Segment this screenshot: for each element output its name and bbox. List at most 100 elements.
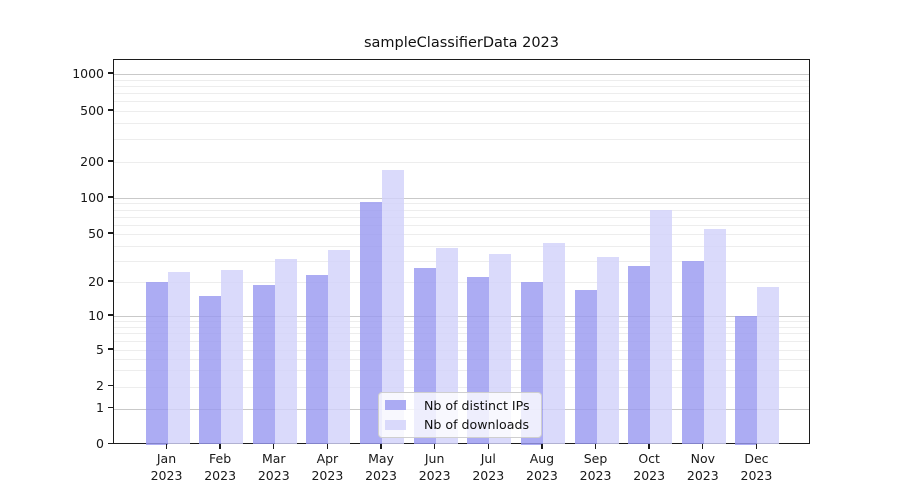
y-gridline-minor bbox=[114, 358, 809, 360]
x-tick-label: Apr 2023 bbox=[311, 451, 344, 483]
legend-item-downloads: Nb of downloads bbox=[385, 416, 535, 434]
x-tick-mark bbox=[273, 444, 275, 449]
legend-swatch-distinct-ips bbox=[385, 400, 406, 411]
y-tick-mark bbox=[108, 109, 113, 111]
y-gridline-minor bbox=[114, 386, 809, 388]
bar-downloads bbox=[328, 249, 351, 445]
y-tick-label: 1 bbox=[96, 400, 104, 416]
bar-downloads bbox=[167, 272, 190, 445]
y-gridline-minor bbox=[114, 139, 809, 141]
bar-downloads bbox=[542, 243, 565, 445]
y-gridline-minor bbox=[114, 101, 809, 103]
x-tick-mark bbox=[326, 444, 329, 449]
x-tick-mark bbox=[433, 444, 436, 449]
bar-distinct-ips bbox=[574, 289, 597, 445]
y-tick-mark bbox=[108, 407, 113, 409]
y-tick-mark bbox=[108, 196, 113, 198]
x-tick-mark bbox=[165, 444, 168, 449]
bar-downloads bbox=[382, 170, 405, 445]
x-tick-mark bbox=[219, 444, 221, 449]
y-gridline-minor bbox=[114, 224, 809, 226]
x-tick-mark bbox=[594, 444, 597, 449]
x-tick-label: Sep 2023 bbox=[579, 451, 612, 483]
bar-distinct-ips bbox=[735, 316, 758, 445]
y-tick-mark bbox=[108, 232, 113, 234]
y-tick-label: 5 bbox=[96, 341, 104, 357]
y-gridline-minor bbox=[114, 282, 809, 283]
y-tick-mark bbox=[108, 385, 113, 387]
x-tick-label: Oct 2023 bbox=[633, 451, 666, 483]
y-gridline-minor bbox=[114, 93, 809, 95]
y-gridline-minor bbox=[114, 326, 809, 328]
y-tick-label: 1000 bbox=[72, 65, 104, 81]
y-tick-mark bbox=[108, 348, 113, 350]
y-gridline-minor bbox=[114, 333, 809, 335]
y-tick-mark bbox=[108, 280, 113, 282]
bar-downloads bbox=[757, 287, 780, 445]
x-tick-mark bbox=[487, 444, 489, 449]
y-gridline-minor bbox=[114, 260, 809, 262]
bar-downloads bbox=[703, 229, 726, 445]
x-tick-mark bbox=[755, 444, 758, 449]
y-gridline-major bbox=[114, 74, 809, 75]
y-tick-label: 20 bbox=[88, 273, 104, 289]
y-tick-mark bbox=[108, 442, 113, 445]
legend-item-distinct-ips: Nb of distinct IPs bbox=[385, 396, 535, 414]
legend-label-distinct-ips: Nb of distinct IPs bbox=[424, 397, 530, 413]
x-tick-label: Aug 2023 bbox=[526, 451, 558, 483]
x-tick-label: Jul 2023 bbox=[472, 451, 505, 483]
bar-distinct-ips bbox=[199, 296, 222, 445]
plot-area bbox=[113, 59, 810, 445]
y-tick-label: 50 bbox=[88, 225, 104, 241]
y-tick-mark bbox=[108, 160, 113, 162]
bar-distinct-ips bbox=[145, 282, 168, 445]
x-tick-mark bbox=[541, 444, 543, 449]
y-gridline-minor bbox=[114, 321, 809, 323]
y-gridline-minor bbox=[114, 341, 809, 343]
y-tick-label: 100 bbox=[80, 189, 104, 205]
x-tick-label: Jun 2023 bbox=[418, 451, 451, 483]
x-tick-label: Dec 2023 bbox=[740, 451, 773, 483]
x-tick-mark bbox=[648, 444, 650, 449]
y-tick-label: 10 bbox=[88, 307, 104, 323]
y-gridline-minor bbox=[114, 79, 809, 81]
bar-downloads bbox=[274, 259, 297, 445]
x-tick-label: Feb 2023 bbox=[204, 451, 237, 483]
y-tick-mark bbox=[108, 72, 113, 74]
y-gridline-minor bbox=[114, 85, 809, 87]
bar-downloads bbox=[596, 257, 619, 445]
y-gridline-minor bbox=[114, 203, 809, 205]
y-gridline-minor bbox=[114, 162, 809, 163]
x-tick-label: Jan 2023 bbox=[150, 451, 183, 483]
bar-distinct-ips bbox=[252, 284, 275, 445]
x-tick-label: Mar 2023 bbox=[257, 451, 290, 483]
y-gridline-minor bbox=[114, 245, 809, 247]
legend: Nb of distinct IPs Nb of downloads bbox=[378, 392, 542, 438]
y-gridline-major bbox=[114, 198, 809, 199]
y-gridline-minor bbox=[114, 216, 809, 218]
y-tick-label: 200 bbox=[80, 153, 104, 169]
y-gridline-minor bbox=[114, 111, 809, 112]
legend-swatch-downloads bbox=[385, 419, 406, 430]
y-gridline-minor bbox=[114, 350, 809, 351]
y-gridline-minor bbox=[114, 370, 809, 372]
chart-title: sampleClassifierData 2023 bbox=[363, 35, 560, 51]
y-tick-label: 2 bbox=[96, 378, 104, 394]
bar-distinct-ips bbox=[306, 274, 329, 445]
bar-downloads bbox=[221, 270, 244, 445]
bar-distinct-ips bbox=[681, 260, 704, 445]
y-tick-label: 500 bbox=[80, 102, 104, 118]
x-tick-label: Nov 2023 bbox=[686, 451, 719, 483]
y-tick-label: 0 bbox=[96, 436, 104, 451]
y-gridline-minor bbox=[114, 234, 809, 235]
y-gridline-minor bbox=[114, 209, 809, 211]
bar-distinct-ips bbox=[360, 201, 383, 445]
x-tick-mark bbox=[380, 444, 382, 449]
bar-distinct-ips bbox=[628, 266, 651, 445]
x-tick-label: May 2023 bbox=[365, 451, 397, 483]
y-gridline-major bbox=[114, 316, 809, 317]
y-gridline-minor bbox=[114, 123, 809, 125]
x-tick-mark bbox=[702, 444, 704, 449]
bar-downloads bbox=[650, 209, 673, 445]
